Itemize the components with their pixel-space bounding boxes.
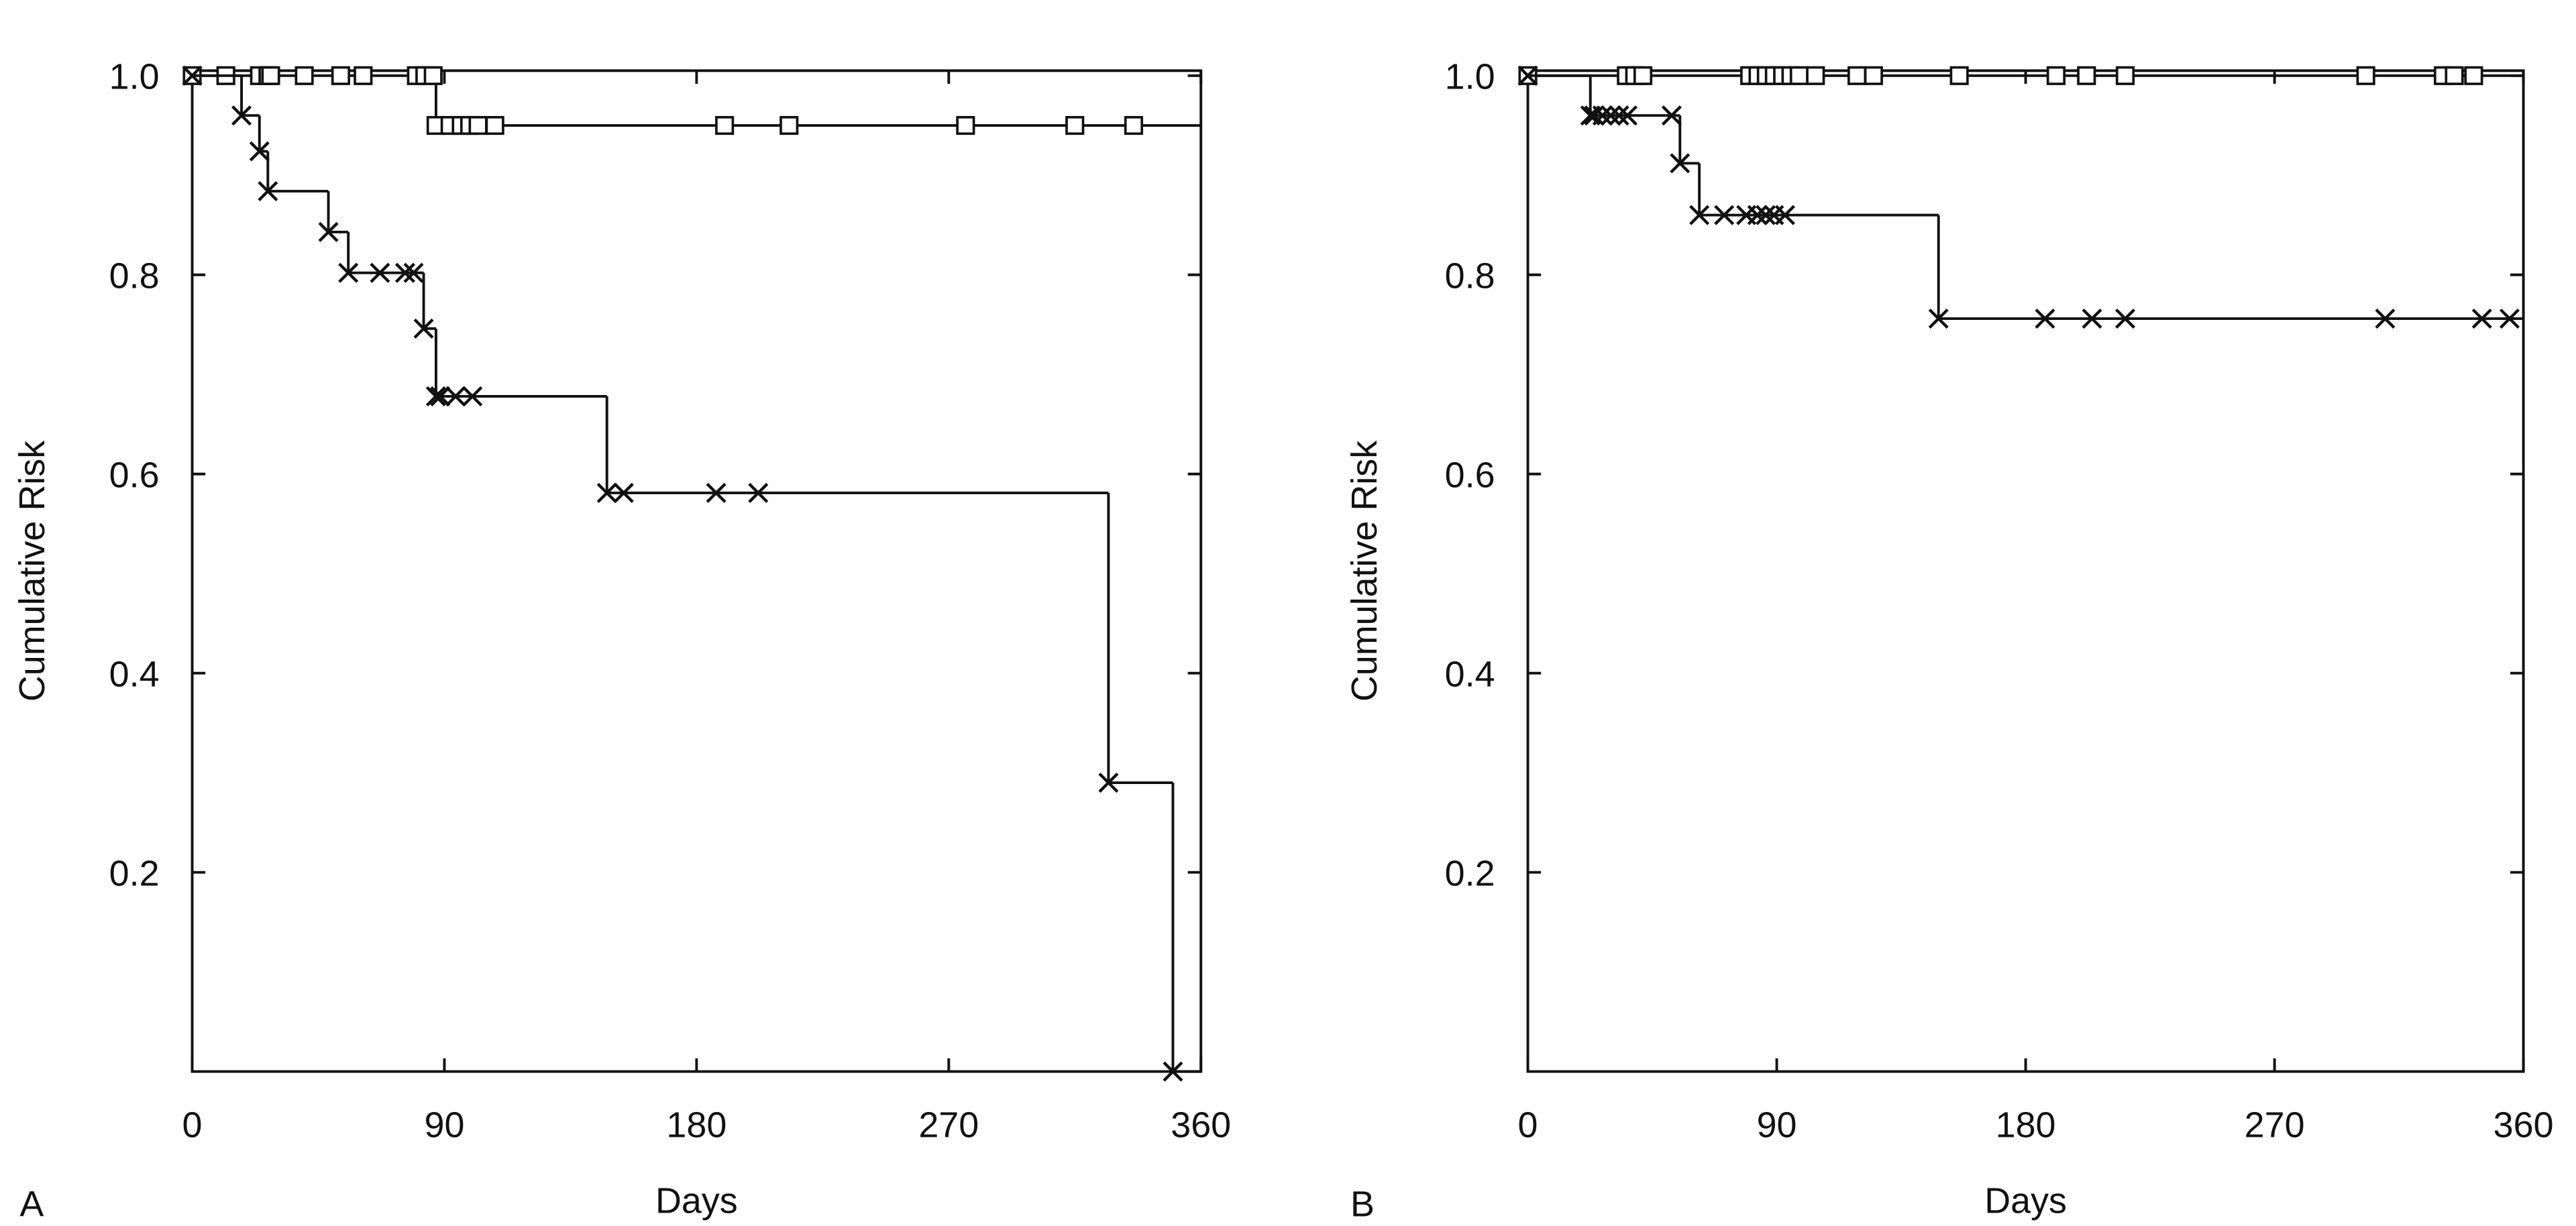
censor-marker [2046,66,2066,85]
event-marker [1928,309,1949,329]
event-marker [370,262,390,283]
event-marker [1714,205,1735,225]
x-axis-label: Days [655,1180,738,1221]
panel-label: B [1350,1184,1375,1224]
y-axis-label: Cumulative Risk [12,440,52,702]
event-marker [403,262,424,283]
event-marker [1747,205,1768,225]
censor-marker [485,115,504,135]
event-marker [413,318,434,339]
y-tick-label: 0.6 [109,455,160,495]
event-marker [318,221,339,242]
censor-marker [1633,66,1653,85]
censor-marker [1949,66,1969,85]
event-marker [706,482,727,503]
censor-marker [1806,66,1825,85]
x-tick-label: 270 [2245,1105,2305,1146]
event-marker [1609,105,1629,126]
event-marker [425,386,446,406]
y-tick-label: 0.4 [1445,654,1495,694]
y-tick-label: 1.0 [109,56,160,97]
censor-marker [331,66,350,85]
y-axis-label: Cumulative Risk [1344,440,1385,702]
series [1517,65,2524,329]
event-marker [1756,205,1776,225]
event-marker [613,482,634,503]
event-marker [338,262,359,283]
censor-marker [294,66,314,85]
event-marker [1670,153,1690,174]
censor-marker [2464,66,2483,85]
event-marker [2499,309,2520,329]
x-tick-label: 0 [1518,1105,1538,1146]
event-marker [2082,309,2102,329]
censor-marker [1864,66,1883,85]
plot-frame [1526,69,2525,1073]
censor-marker [1124,115,1144,135]
event-marker [1617,105,1638,126]
event-marker [445,386,466,406]
event-marker [1098,773,1119,793]
event-marker [1592,105,1613,126]
series [1518,66,2524,85]
censor-marker [1065,115,1085,135]
x-tick-label: 0 [182,1105,203,1146]
event-marker [1774,205,1795,225]
y-tick-label: 0.6 [1445,455,1495,495]
censor-marker [715,115,735,135]
event-marker [2375,309,2396,329]
y-tick-label: 0.4 [109,654,160,694]
event-marker [1163,1061,1183,1082]
y-tick-label: 0.2 [109,853,160,893]
x-tick-label: 360 [2493,1105,2554,1146]
event-marker [1601,105,1621,126]
censor-marker [423,66,443,85]
censor-marker [1847,66,1867,85]
event-marker [1517,65,1538,86]
series [182,65,1201,1082]
y-tick-label: 1.0 [1445,56,1495,97]
event-marker [462,386,483,406]
event-marker [2035,309,2055,329]
censor-marker [261,66,280,85]
event-marker [1584,105,1605,126]
series [182,66,1201,135]
censor-marker [468,115,488,135]
event-marker [596,482,617,503]
y-tick-label: 0.2 [1445,853,1495,893]
x-tick-label: 180 [1996,1105,2056,1146]
x-tick-label: 360 [1171,1105,1231,1146]
censor-marker [1789,66,1809,85]
event-marker [2471,309,2492,329]
x-tick-label: 270 [918,1105,979,1146]
event-marker [394,262,416,283]
event-marker [258,180,278,202]
event-marker [430,386,451,406]
x-tick-label: 90 [1757,1105,1797,1146]
censor-marker [2115,66,2135,85]
event-marker [2114,309,2136,329]
y-tick-label: 0.8 [1445,256,1495,296]
censor-marker [2356,66,2375,85]
event-marker [231,105,252,126]
event-marker [1661,105,1682,126]
y-tick-label: 0.8 [109,256,160,296]
event-marker [182,65,203,86]
event-marker [1689,205,1710,225]
x-tick-label: 180 [666,1105,727,1146]
panel-label: A [19,1184,44,1224]
event-marker [748,482,769,503]
plot-frame [191,69,1203,1073]
event-marker [249,141,270,162]
x-tick-label: 90 [424,1105,464,1146]
censor-marker [780,115,799,135]
censor-marker [2445,66,2464,85]
censor-marker [354,66,373,85]
x-axis-label: Days [1984,1180,2067,1221]
censor-marker [2077,66,2096,85]
censor-marker [956,115,975,135]
